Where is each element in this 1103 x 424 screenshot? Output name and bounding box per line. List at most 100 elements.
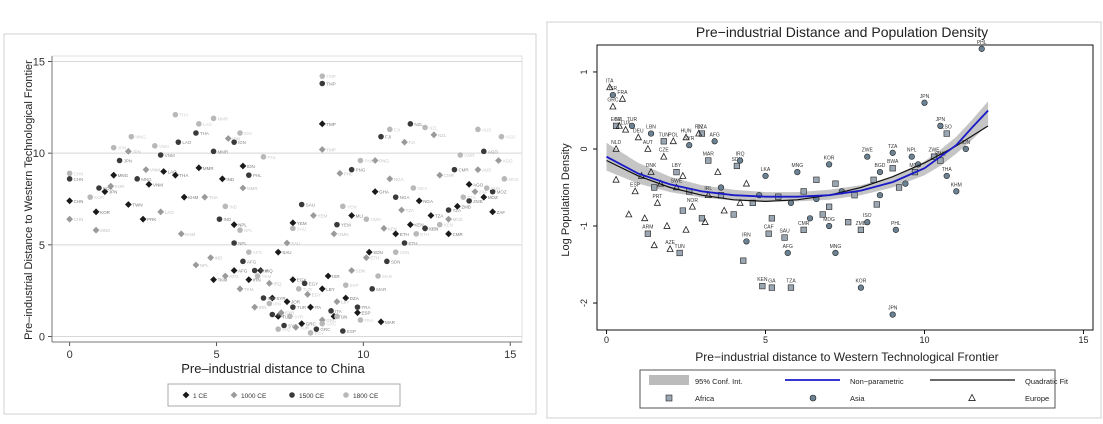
point-label: ESP — [350, 283, 359, 288]
point-label: THA — [942, 167, 953, 173]
data-point — [180, 193, 188, 201]
data-point — [92, 226, 100, 234]
point-label: EGY — [297, 278, 307, 283]
legend-marker — [968, 393, 976, 401]
data-point — [695, 129, 703, 137]
point-label: AGO — [473, 182, 484, 187]
point-label: AGO — [488, 149, 499, 154]
left-points: CHNKORJPNMNGTWNPRKVNMLAOTHAKHMMMRINDNPLI… — [66, 73, 519, 336]
right-axes: 10-1-20 5 10 15 — [579, 44, 1094, 345]
data-point — [413, 231, 420, 237]
point-label: CAF — [764, 225, 774, 231]
nonparametric-line — [606, 109, 989, 198]
point-label: KEN — [414, 223, 423, 228]
point-label: SDN — [373, 250, 383, 255]
data-point — [736, 198, 744, 206]
point-label: POL — [668, 132, 678, 138]
point-label: GA — [768, 279, 776, 285]
point-label: NGA — [400, 195, 410, 200]
data-point — [765, 230, 772, 237]
point-label: SYR — [288, 324, 298, 329]
point-label: IRN — [253, 278, 261, 283]
left-legend: 1 CE 1000 CE 1500 CE 1800 CE — [167, 383, 401, 407]
data-point — [647, 167, 655, 175]
data-point — [283, 239, 291, 247]
data-point — [682, 133, 690, 141]
right-chart-frame — [546, 21, 1102, 419]
point-label: PNG — [379, 159, 389, 164]
data-point — [653, 198, 662, 206]
legend-box — [167, 383, 401, 407]
data-point — [644, 230, 651, 237]
point-label: MDG — [823, 217, 835, 223]
data-point — [310, 212, 317, 219]
data-point — [436, 171, 444, 179]
point-label: FRA — [364, 318, 373, 323]
point-label: KOR — [103, 186, 114, 191]
point-label: FRA — [617, 90, 628, 96]
data-point — [489, 188, 496, 195]
data-point — [207, 254, 215, 262]
data-point — [231, 139, 237, 145]
data-point — [962, 145, 969, 153]
data-point — [354, 309, 361, 317]
data-point — [237, 227, 243, 233]
data-point — [660, 152, 668, 160]
point-label: AFG — [783, 244, 793, 250]
data-point — [365, 248, 373, 256]
data-point — [340, 203, 346, 210]
left-y-axis-label: Pre–industrial Distance to Western Techn… — [23, 60, 35, 340]
point-label: AFG — [238, 269, 248, 274]
data-point — [152, 143, 158, 149]
point-label: LAO — [182, 140, 192, 145]
data-point — [876, 168, 884, 176]
data-point — [380, 224, 388, 232]
data-point — [457, 152, 464, 158]
point-label: KEN — [444, 223, 453, 228]
point-label: SYR — [684, 136, 695, 142]
data-point — [742, 179, 751, 187]
data-point — [787, 199, 795, 207]
point-label: AUT — [643, 140, 653, 146]
data-point — [686, 142, 693, 149]
point-label: PHL — [344, 171, 353, 176]
point-label: IND — [229, 204, 238, 209]
point-label: GRC — [306, 322, 317, 327]
data-point — [295, 286, 302, 292]
point-label: MMR — [203, 166, 214, 171]
data-point — [328, 308, 334, 314]
point-label: AGO — [503, 159, 514, 164]
legend-label: Europe — [1025, 394, 1049, 403]
data-point — [363, 216, 370, 222]
data-point — [172, 111, 179, 118]
data-point — [759, 282, 766, 290]
point-label: ZWE — [928, 148, 940, 154]
data-point — [609, 91, 616, 99]
point-label: MNG — [830, 244, 842, 250]
point-label: SAU — [291, 241, 300, 246]
data-point — [333, 298, 341, 306]
data-point — [318, 146, 326, 153]
data-point — [864, 153, 871, 160]
point-label: MNG — [141, 177, 152, 182]
data-point — [319, 320, 326, 327]
data-point — [319, 80, 326, 87]
point-label: ZMB — [473, 199, 483, 204]
data-point — [218, 175, 226, 183]
legend-marker — [289, 392, 295, 398]
point-label: NPL — [200, 263, 209, 268]
point-label: AFG — [253, 250, 263, 255]
point-label: CMR — [444, 173, 455, 178]
point-label: YEM — [297, 221, 307, 226]
data-point — [251, 303, 259, 311]
data-point — [422, 124, 428, 131]
point-label: TZA — [453, 208, 462, 213]
data-point — [221, 272, 229, 280]
data-point — [318, 120, 326, 128]
point-label: ZAF — [497, 210, 506, 215]
data-point — [427, 212, 435, 219]
data-point — [290, 304, 296, 310]
point-label: AGO — [505, 135, 516, 140]
data-point — [175, 139, 182, 145]
data-point — [401, 138, 408, 146]
